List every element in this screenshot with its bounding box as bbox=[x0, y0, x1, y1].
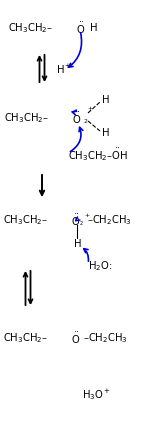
Text: $\ddot{\mathrm{O}}$: $\ddot{\mathrm{O}}$ bbox=[76, 20, 85, 35]
Text: CH$_3$CH$_2$–: CH$_3$CH$_2$– bbox=[8, 21, 53, 35]
Text: H: H bbox=[102, 95, 110, 105]
Text: CH$_3$CH$_2$–: CH$_3$CH$_2$– bbox=[3, 213, 48, 227]
Text: $\ddot{\mathrm{O}}$: $\ddot{\mathrm{O}}$ bbox=[72, 110, 81, 126]
Text: $^+$: $^+$ bbox=[83, 213, 91, 221]
Text: $\ddot{\mathrm{O}}$: $\ddot{\mathrm{O}}$ bbox=[71, 213, 80, 228]
Text: H$_3$O$^+$: H$_3$O$^+$ bbox=[82, 388, 111, 403]
Text: CH$_3$CH$_2$–$\ddot{\mathrm{O}}$H: CH$_3$CH$_2$–$\ddot{\mathrm{O}}$H bbox=[68, 146, 128, 164]
Text: –CH$_2$CH$_3$: –CH$_2$CH$_3$ bbox=[83, 331, 128, 345]
Text: H: H bbox=[102, 128, 110, 138]
Text: $_2$: $_2$ bbox=[83, 117, 88, 126]
Text: H$^+$: H$^+$ bbox=[56, 62, 72, 76]
Text: $\ddot{\mathrm{O}}$: $\ddot{\mathrm{O}}$ bbox=[71, 331, 80, 346]
Text: –CH$_2$CH$_3$: –CH$_2$CH$_3$ bbox=[87, 213, 132, 227]
Text: H$_2$O:: H$_2$O: bbox=[88, 259, 112, 273]
Text: CH$_3$CH$_2$–: CH$_3$CH$_2$– bbox=[4, 111, 49, 125]
Text: $_2$: $_2$ bbox=[79, 220, 84, 228]
Text: H: H bbox=[90, 23, 97, 33]
Text: CH$_3$CH$_2$–: CH$_3$CH$_2$– bbox=[3, 331, 48, 345]
Text: H: H bbox=[74, 239, 82, 249]
Text: $^+$: $^+$ bbox=[86, 106, 94, 114]
